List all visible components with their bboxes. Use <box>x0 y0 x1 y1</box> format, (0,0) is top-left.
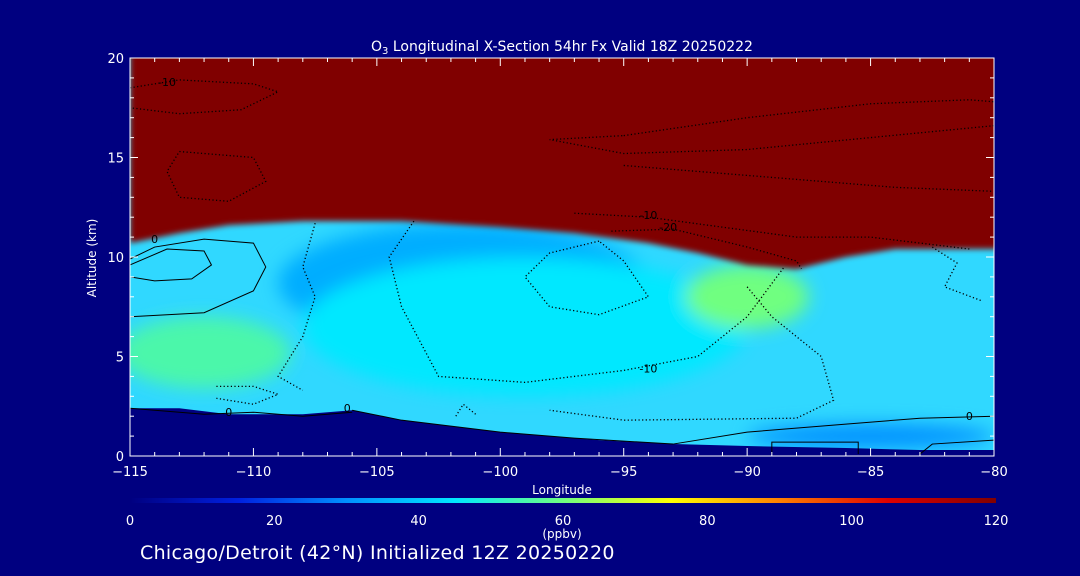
colorbar-tick-label-3: 60 <box>555 514 572 529</box>
contour-line-13 <box>611 228 803 270</box>
contour-label-12: -10 <box>639 209 657 222</box>
chart-title: O3 Longitudinal X-Section 54hr Fx Valid … <box>371 39 753 57</box>
contour-line-0 <box>130 238 267 318</box>
contour-label-7: -10 <box>158 76 176 89</box>
y-tick-label-2: 10 <box>107 251 124 266</box>
contour-label-0: 0 <box>151 233 158 246</box>
contour-line-14 <box>388 220 785 384</box>
contour-line-4 <box>673 415 994 445</box>
y-tick-label-4: 20 <box>107 52 124 67</box>
colorbar-tick-label-4: 80 <box>699 514 716 529</box>
contour-label-3: 0 <box>344 402 351 415</box>
ozone-region-5 <box>747 424 994 449</box>
y-tick-label-0: 0 <box>116 450 124 465</box>
colorbar <box>130 498 996 503</box>
contour-label-2: 0 <box>225 406 232 419</box>
x-tick-label-1: −110 <box>236 465 272 480</box>
colorbar-tick-label-1: 20 <box>266 514 283 529</box>
colorbar-tick-label-0: 0 <box>126 514 134 529</box>
y-tick-label-3: 15 <box>107 152 124 167</box>
colorbar-tick-label-6: 120 <box>984 514 1009 529</box>
contour-line-11 <box>623 164 994 192</box>
low-ozone-surface-region <box>130 408 994 456</box>
stratosphere-region <box>130 58 994 269</box>
contour-line-12 <box>574 212 970 250</box>
x-tick-label-5: −90 <box>733 465 760 480</box>
x-tick-label-6: −85 <box>857 465 884 480</box>
x-tick-label-4: −95 <box>610 465 637 480</box>
contour-line-5 <box>771 441 859 455</box>
colorbar-unit-label: (ppbv) <box>542 527 581 541</box>
plot-area: 00 00-10-10-20-10 <box>130 58 994 456</box>
contour-line-10 <box>549 125 994 155</box>
x-axis-label: Longitude <box>532 483 592 497</box>
x-tick-label-7: −80 <box>980 465 1007 480</box>
colorbar-tick-label-2: 40 <box>410 514 427 529</box>
contour-line-6 <box>919 439 994 455</box>
x-tick-label-3: −100 <box>482 465 518 480</box>
ozone-region-3 <box>130 316 291 389</box>
ozone-region-2 <box>302 257 748 397</box>
contour-line-3 <box>352 409 674 445</box>
contour-line-9 <box>623 99 994 137</box>
ozone-region-4 <box>685 264 809 329</box>
contour-line-19 <box>455 403 477 417</box>
contour-line-2 <box>130 407 353 417</box>
colorbar-tick-label-5: 100 <box>839 514 864 529</box>
footer-caption: Chicago/Detroit (42°N) Initialized 12Z 2… <box>140 542 615 564</box>
contour-line-7 <box>130 79 280 115</box>
x-tick-label-0: −115 <box>112 465 148 480</box>
contour-line-18 <box>931 246 982 302</box>
contour-label-13: -20 <box>659 221 677 234</box>
y-tick-label-1: 5 <box>116 351 124 366</box>
contour-label-4: 0 <box>966 410 973 423</box>
x-tick-label-2: −105 <box>359 465 395 480</box>
contour-label-14: -10 <box>639 362 657 375</box>
contour-line-17 <box>549 286 835 421</box>
y-axis-label: Altitude (km) <box>85 219 99 298</box>
contour-line-1 <box>130 248 213 282</box>
